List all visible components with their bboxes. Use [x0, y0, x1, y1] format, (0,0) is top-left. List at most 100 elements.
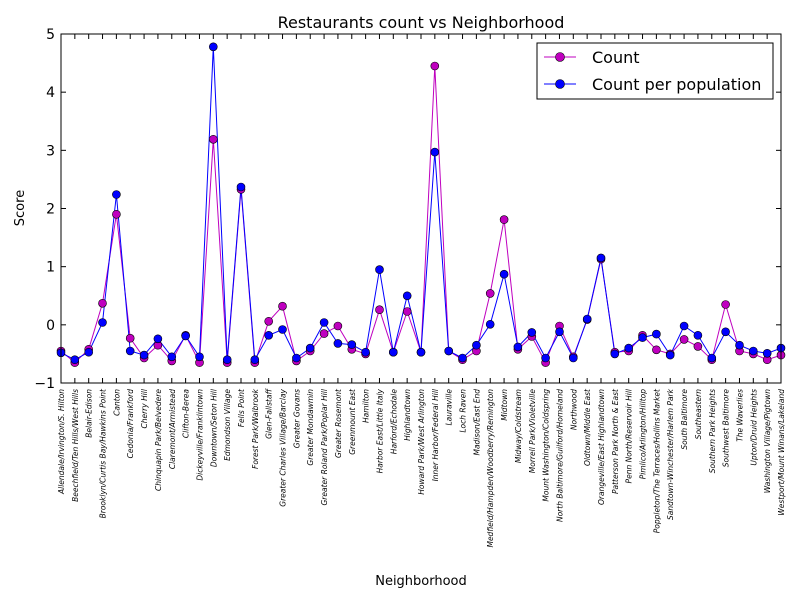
- x-tick-label: Greater Mondawmin: [306, 389, 315, 466]
- data-point-series-1: [305, 343, 315, 353]
- data-point-series-1: [430, 147, 440, 157]
- y-tick-label: 3: [46, 143, 55, 159]
- data-point-series-1: [181, 331, 190, 341]
- x-axis: Allendale/Irvington/S. Hilton Beechfield/…: [57, 34, 786, 548]
- x-tick-label: Midtown: [500, 389, 509, 421]
- legend-box: [536, 42, 774, 100]
- x-tick-label: North Baltimore/Guilford/Homeland: [555, 389, 564, 522]
- data-point-series-1: [555, 327, 564, 337]
- data-point-series-1: [527, 328, 537, 337]
- x-tick-label: Pimlico/Arlington/Hilltop: [639, 389, 648, 479]
- data-point-series-1: [707, 353, 717, 363]
- x-tick-label: Greenmount East: [348, 388, 357, 455]
- data-point-series-1: [444, 346, 454, 356]
- y-tick-label: 1: [46, 260, 55, 276]
- data-point-series-0: [98, 298, 107, 308]
- data-point-series-0: [693, 342, 703, 351]
- data-point-series-1: [665, 350, 675, 360]
- x-tick-label: Chinquapin Park/Belvedere: [154, 389, 163, 491]
- data-point-series-1: [361, 347, 370, 357]
- data-point-series-1: [499, 269, 509, 279]
- data-point-series-1: [458, 353, 467, 363]
- data-point-series-1: [84, 347, 93, 357]
- x-tick-label: Clifton-Berea: [182, 389, 191, 438]
- chart-title: Restaurants count vs Neighborhood: [278, 13, 565, 32]
- data-point-series-1: [264, 330, 274, 340]
- data-point-series-1: [624, 343, 634, 353]
- x-tick-label: Midway/Coldstream: [514, 389, 523, 463]
- data-point-series-1: [333, 339, 343, 348]
- data-point-series-1: [278, 325, 287, 334]
- data-point-series-0: [264, 316, 274, 326]
- x-tick-label: Penn North/Reservoir Hill: [625, 388, 634, 483]
- x-tick-label: The Waverlies: [735, 389, 744, 442]
- x-tick-label: Inner Harbor/Federal Hill: [431, 388, 440, 481]
- x-tick-label: Westport/Mount Winans/Lakeland: [777, 389, 786, 516]
- x-tick-label: Belair-Edison: [85, 389, 94, 438]
- x-tick-label: Upton/Druid Heights: [749, 389, 758, 466]
- data-point-series-1: [679, 321, 689, 331]
- data-point-series-1: [582, 314, 592, 324]
- x-tick-label: Mount Washington/Coldspring: [542, 389, 551, 502]
- data-point-series-1: [513, 342, 523, 352]
- x-tick-label: Cedonia/Frankford: [126, 389, 135, 459]
- x-tick-label: Glen-Fallstaff: [265, 387, 274, 438]
- data-point-series-1: [485, 319, 495, 329]
- data-point-series-0: [319, 329, 329, 338]
- data-point-series-1: [652, 329, 661, 339]
- x-tick-label: Greater Rosemont: [334, 388, 343, 458]
- data-point-series-1: [209, 42, 218, 52]
- legend: Count Count per population: [536, 42, 774, 100]
- data-point-series-0: [278, 301, 287, 311]
- data-point-series-0: [652, 345, 661, 355]
- x-tick-label: Oldtown/Middle East: [583, 388, 592, 466]
- data-point-series-1: [472, 340, 481, 350]
- y-axis: −1 0 1 2 3 4 5: [34, 27, 781, 392]
- x-tick-label: Greater Charles Village/Barclay: [279, 388, 288, 506]
- x-tick-label: Lauraville: [445, 389, 454, 426]
- x-tick-label: Southwest Baltimore: [722, 389, 731, 468]
- x-tick-label: Beechfield/Ten Hills/West Hills: [71, 389, 80, 502]
- x-tick-label: Hamilton: [362, 389, 371, 423]
- data-point-series-1: [139, 350, 149, 360]
- data-point-series-1: [375, 265, 384, 274]
- x-tick-label: Fells Point: [237, 388, 246, 427]
- data-point-series-1: [735, 340, 744, 350]
- data-point-series-0: [402, 307, 412, 316]
- data-point-series-1: [98, 318, 107, 327]
- x-tick-label: Madison/East End: [472, 389, 481, 456]
- data-point-series-0: [485, 289, 495, 298]
- data-point-series-1: [153, 334, 163, 344]
- data-point-series-1: [762, 348, 772, 358]
- x-tick-label: Sandtown-Winchester/Harlem Park: [666, 388, 675, 520]
- data-point-series-1: [416, 347, 426, 357]
- series-line-0: [60, 65, 782, 365]
- x-tick-label: Harford/Echodale: [389, 389, 398, 455]
- data-point-series-1: [112, 190, 121, 199]
- data-point-series-0: [125, 333, 135, 343]
- y-tick-label: 4: [46, 85, 55, 101]
- data-point-series-0: [375, 305, 384, 315]
- series-layer: [56, 42, 786, 367]
- data-point-series-1: [167, 352, 177, 362]
- data-point-series-1: [195, 352, 204, 362]
- data-point-series-1: [638, 333, 647, 342]
- data-point-series-1: [568, 353, 578, 363]
- x-tick-label: South Baltimore: [680, 389, 689, 450]
- data-point-series-0: [679, 335, 689, 344]
- x-tick-label: Forest Park/Walbrook: [251, 388, 260, 469]
- legend-marker-count: [555, 52, 565, 62]
- x-tick-label: Downtown/Seton Hill: [209, 388, 218, 467]
- x-tick-label: Southern Park Heights: [708, 389, 717, 473]
- data-point-series-0: [721, 300, 730, 309]
- x-tick-label: Patterson Park North & East: [611, 388, 620, 494]
- x-tick-label: Medfield/Hampden/Woodberry/Remington: [486, 389, 495, 548]
- data-point-series-1: [388, 347, 398, 357]
- data-point-series-0: [209, 135, 218, 144]
- x-tick-label: Brooklyn/Curtis Bay/Hawkins Point: [99, 388, 108, 518]
- data-point-series-1: [347, 340, 357, 349]
- data-point-series-1: [693, 330, 703, 340]
- data-point-series-0: [333, 321, 343, 331]
- data-point-series-1: [125, 346, 135, 356]
